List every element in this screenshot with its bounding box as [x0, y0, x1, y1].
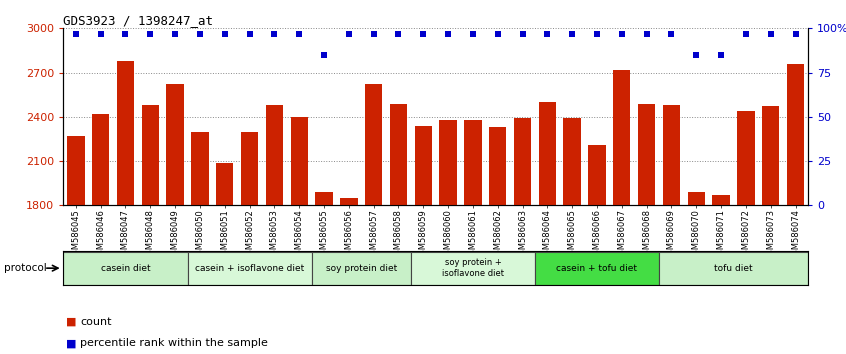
Bar [290, 117, 308, 205]
Point [565, 31, 579, 36]
Point [541, 31, 554, 36]
Bar [141, 105, 159, 205]
Bar [92, 114, 109, 205]
Point [615, 31, 629, 36]
FancyBboxPatch shape [659, 252, 808, 285]
Bar [67, 136, 85, 205]
Point [267, 31, 281, 36]
Bar [266, 105, 283, 205]
Bar [712, 195, 730, 205]
Bar [117, 61, 135, 205]
Point [118, 31, 132, 36]
Text: ■: ■ [66, 317, 76, 327]
Bar [439, 120, 457, 205]
FancyBboxPatch shape [63, 252, 188, 285]
Point [689, 52, 703, 58]
Point [665, 31, 678, 36]
Bar [688, 192, 705, 205]
Point [293, 31, 306, 36]
Bar [737, 111, 755, 205]
Bar [191, 132, 209, 205]
Point [342, 31, 355, 36]
Bar [216, 162, 233, 205]
Text: casein + isoflavone diet: casein + isoflavone diet [195, 264, 305, 273]
Text: soy protein +
isoflavone diet: soy protein + isoflavone diet [442, 258, 504, 278]
Point [466, 31, 480, 36]
Point [367, 31, 381, 36]
Point [591, 31, 604, 36]
Text: soy protein diet: soy protein diet [326, 264, 397, 273]
Bar [340, 198, 358, 205]
Bar [464, 120, 481, 205]
Bar [613, 70, 630, 205]
Point [442, 31, 455, 36]
FancyBboxPatch shape [311, 252, 411, 285]
Point [144, 31, 157, 36]
Text: casein + tofu diet: casein + tofu diet [557, 264, 638, 273]
Bar [514, 118, 531, 205]
Point [317, 52, 331, 58]
Point [193, 31, 206, 36]
Text: ■: ■ [66, 338, 76, 348]
Bar [241, 132, 258, 205]
Point [69, 31, 83, 36]
Point [392, 31, 405, 36]
Bar [316, 192, 332, 205]
Bar [563, 118, 581, 205]
FancyBboxPatch shape [188, 252, 311, 285]
Point [640, 31, 653, 36]
Bar [415, 126, 432, 205]
Point [739, 31, 753, 36]
Bar [588, 145, 606, 205]
Text: percentile rank within the sample: percentile rank within the sample [80, 338, 268, 348]
Bar [762, 107, 779, 205]
Text: casein diet: casein diet [101, 264, 151, 273]
Point [416, 31, 430, 36]
Bar [539, 102, 556, 205]
Text: GDS3923 / 1398247_at: GDS3923 / 1398247_at [63, 14, 213, 27]
Point [218, 31, 232, 36]
Text: count: count [80, 317, 112, 327]
Point [788, 31, 802, 36]
Point [243, 31, 256, 36]
FancyBboxPatch shape [535, 252, 659, 285]
Bar [662, 105, 680, 205]
Bar [787, 64, 805, 205]
Bar [390, 103, 407, 205]
FancyBboxPatch shape [411, 252, 535, 285]
Point [94, 31, 107, 36]
Point [764, 31, 777, 36]
Point [714, 52, 728, 58]
Bar [167, 84, 184, 205]
Point [168, 31, 182, 36]
Point [491, 31, 504, 36]
Bar [638, 103, 656, 205]
Bar [365, 84, 382, 205]
Point [516, 31, 530, 36]
Text: tofu diet: tofu diet [714, 264, 753, 273]
Bar [489, 127, 507, 205]
Text: protocol: protocol [4, 263, 47, 273]
